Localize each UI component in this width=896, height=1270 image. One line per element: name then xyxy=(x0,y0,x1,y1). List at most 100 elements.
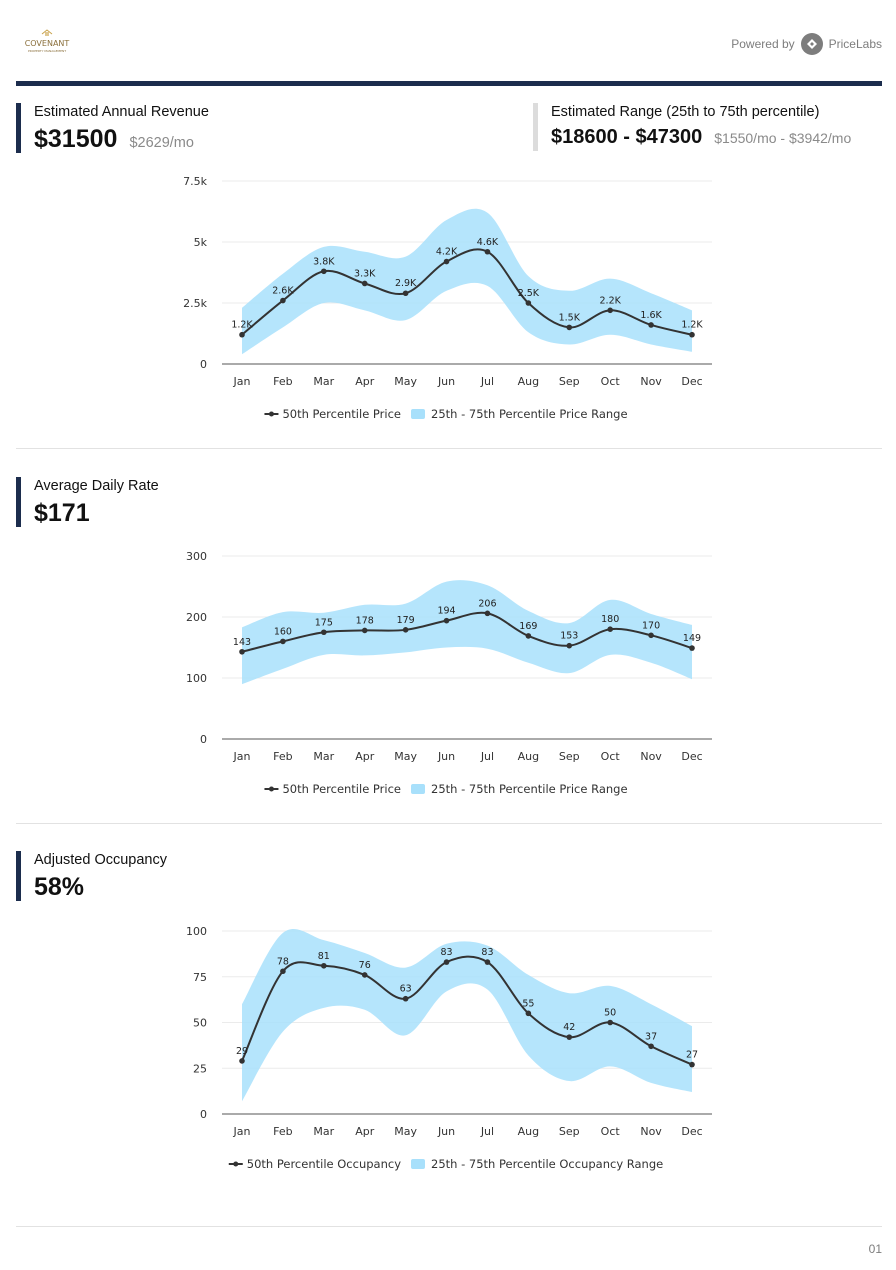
data-point[interactable] xyxy=(484,610,491,617)
data-label: 83 xyxy=(440,947,452,958)
x-tick-label: Jun xyxy=(437,1125,455,1138)
data-point[interactable] xyxy=(402,290,409,297)
x-tick-label: Feb xyxy=(273,1125,292,1138)
data-label: 2.5K xyxy=(518,288,540,299)
data-point[interactable] xyxy=(280,638,286,645)
data-point[interactable] xyxy=(239,331,245,338)
monthly-revenue-value: $2629/mo xyxy=(129,135,194,151)
adr-stat: Average Daily Rate $171 xyxy=(16,477,159,527)
footer-divider xyxy=(16,1226,882,1227)
data-point[interactable] xyxy=(280,297,286,304)
y-tick-label: 100 xyxy=(186,672,207,685)
y-tick-label: 200 xyxy=(186,611,207,624)
x-tick-label: Oct xyxy=(601,375,621,388)
x-tick-label: Sep xyxy=(559,750,580,763)
percentile-range-band xyxy=(242,580,692,685)
y-tick-label: 25 xyxy=(193,1062,207,1075)
data-point[interactable] xyxy=(689,645,695,651)
data-point[interactable] xyxy=(566,1034,573,1040)
chart-legend: 50th Percentile Occupancy 25th - 75th Per… xyxy=(228,1157,663,1171)
data-point[interactable] xyxy=(443,617,450,624)
legend-median-label: 50th Percentile Occupancy xyxy=(247,1157,401,1171)
y-tick-label: 2.5k xyxy=(183,297,207,310)
data-point[interactable] xyxy=(239,1058,245,1064)
x-tick-label: Mar xyxy=(313,1125,334,1138)
data-point[interactable] xyxy=(525,633,532,639)
header-bar xyxy=(16,81,882,86)
data-point[interactable] xyxy=(361,627,368,634)
data-label: 170 xyxy=(642,620,660,631)
data-point[interactable] xyxy=(566,642,573,649)
data-point[interactable] xyxy=(689,1061,695,1068)
x-tick-label: Dec xyxy=(681,1125,702,1138)
data-point[interactable] xyxy=(443,258,450,265)
data-label: 81 xyxy=(318,951,330,962)
annual-revenue-value: $31500 xyxy=(34,125,118,153)
data-label: 169 xyxy=(519,621,537,632)
data-label: 42 xyxy=(563,1022,575,1033)
data-point[interactable] xyxy=(321,962,327,969)
occupancy-stat: Adjusted Occupancy 58% xyxy=(16,851,167,901)
company-logo: COVENANT PROPERTY MANAGEMENT xyxy=(25,29,69,53)
x-tick-label: Jun xyxy=(437,750,455,763)
percentile-range-band xyxy=(242,208,692,355)
y-tick-label: 0 xyxy=(200,733,207,746)
data-label: 4.2K xyxy=(436,247,458,258)
data-point[interactable] xyxy=(321,268,327,275)
x-tick-label: Dec xyxy=(681,750,702,763)
data-point[interactable] xyxy=(607,1019,613,1026)
data-point[interactable] xyxy=(566,324,573,331)
x-tick-label: Jul xyxy=(480,750,494,763)
data-point[interactable] xyxy=(689,331,695,338)
data-point[interactable] xyxy=(648,1043,654,1050)
legend-range-label: 25th - 75th Percentile Occupancy Range xyxy=(431,1157,663,1171)
y-tick-label: 50 xyxy=(193,1017,207,1030)
data-point[interactable] xyxy=(321,629,327,636)
data-label: 3.3K xyxy=(354,268,376,279)
data-point[interactable] xyxy=(280,968,286,975)
pricelabs-icon xyxy=(800,33,823,55)
data-point[interactable] xyxy=(484,248,491,255)
section-divider xyxy=(16,823,882,824)
occupancy-value: 58% xyxy=(34,873,85,901)
data-point[interactable] xyxy=(525,1010,532,1017)
data-point[interactable] xyxy=(484,959,491,965)
data-point[interactable] xyxy=(402,627,409,633)
data-point[interactable] xyxy=(648,322,654,328)
occupancy-chart: 0 25 50 75 100 Jan Feb Mar Apr May Jun Jul Aug Sep Oct… xyxy=(186,925,712,1171)
data-label: 160 xyxy=(274,626,292,637)
y-tick-label: 300 xyxy=(186,550,207,563)
chart-legend: 50th Percentile Price 25th - 75th Percent… xyxy=(264,782,628,796)
annual-revenue-stat: Estimated Annual Revenue $31500 $2629/mo xyxy=(16,103,209,153)
x-tick-label: Sep xyxy=(559,375,580,388)
adr-value: $171 xyxy=(34,499,90,527)
data-point[interactable] xyxy=(525,300,532,306)
powered-by: Powered by PriceLabs xyxy=(731,33,882,55)
x-tick-label: Feb xyxy=(273,750,292,763)
adr-label: Average Daily Rate xyxy=(34,478,159,494)
data-label: 178 xyxy=(356,615,374,626)
legend-range-label: 25th - 75th Percentile Price Range xyxy=(431,407,628,421)
data-label: 50 xyxy=(604,1008,616,1019)
x-tick-label: Nov xyxy=(640,750,662,763)
data-point[interactable] xyxy=(239,648,245,655)
x-tick-label: Dec xyxy=(681,375,702,388)
data-point[interactable] xyxy=(648,632,654,639)
data-point[interactable] xyxy=(443,959,450,965)
data-point[interactable] xyxy=(361,972,368,978)
legend-point-swatch xyxy=(268,411,274,417)
data-label: 37 xyxy=(645,1031,657,1042)
data-point[interactable] xyxy=(402,995,409,1002)
chart-legend: 50th Percentile Price 25th - 75th Percent… xyxy=(264,407,628,421)
data-point[interactable] xyxy=(607,626,613,632)
section-divider xyxy=(16,448,882,449)
data-label: 179 xyxy=(397,615,415,626)
legend-range-label: 25th - 75th Percentile Price Range xyxy=(431,782,628,796)
legend-median-label: 50th Percentile Price xyxy=(282,407,401,421)
y-tick-label: 0 xyxy=(200,358,207,371)
data-point[interactable] xyxy=(607,307,613,314)
data-point[interactable] xyxy=(361,280,368,287)
data-label: 2.2K xyxy=(600,295,622,306)
legend-point-swatch xyxy=(268,786,274,792)
logo-subtext: PROPERTY MANAGEMENT xyxy=(28,49,66,53)
